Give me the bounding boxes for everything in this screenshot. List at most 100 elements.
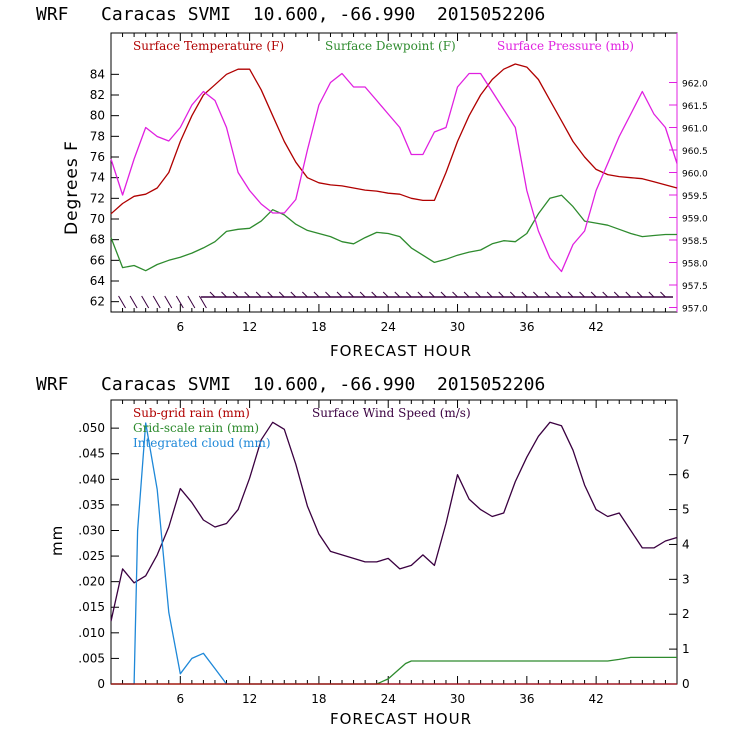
- legend-dewpoint: Surface Dewpoint (F): [325, 39, 456, 53]
- wind-barb: [198, 295, 207, 309]
- y-tick-label: 78: [90, 129, 105, 143]
- y-tick-label: 0: [97, 677, 105, 691]
- wind-barb: [648, 291, 655, 298]
- y2-tick-label: 961.5: [682, 102, 708, 112]
- wind-barb: [486, 291, 493, 298]
- y-tick-label: .010: [78, 626, 105, 640]
- x-tick-label: 6: [176, 692, 184, 706]
- wind-barb: [221, 291, 227, 298]
- y2-tick-label: 960.5: [682, 147, 708, 157]
- y-tick-label: 72: [90, 191, 105, 205]
- wind-barb: [533, 291, 539, 298]
- bottom-x-axis: 6 12 18 24 30 36 42: [122, 400, 666, 706]
- top-x-axis: 6 12 18 24 30 36 42: [122, 33, 666, 334]
- y2-tick-label: 3: [682, 572, 690, 586]
- bottom-panel: WRF Caracas SVMI 10.600, -66.990 2015052…: [36, 374, 690, 728]
- x-tick-label: 36: [519, 692, 534, 706]
- wind-barb: [336, 291, 343, 298]
- bottom-y-axis: 0 .005 .010 .015 .020 .025 .030 .035 .040 .045 .05…: [78, 421, 119, 691]
- wind-barb: [232, 291, 239, 298]
- y-tick-label: 74: [90, 171, 105, 185]
- wind-barb: [660, 291, 666, 298]
- x-tick-label: 18: [311, 692, 326, 706]
- wind-barb: [463, 291, 470, 298]
- legend-wind-speed: Surface Wind Speed (m/s): [312, 406, 471, 420]
- wind-barb: [636, 291, 643, 298]
- y-tick-label: .045: [78, 447, 105, 461]
- wind-barb: [267, 291, 274, 298]
- x-tick-label: 24: [381, 692, 396, 706]
- wind-barb: [567, 291, 574, 298]
- y-tick-label: 68: [90, 233, 105, 247]
- wind-barb: [209, 291, 216, 298]
- y-tick-label: .020: [78, 575, 105, 589]
- wind-barb: [152, 295, 161, 309]
- y2-tick-label: 5: [682, 503, 690, 517]
- series-line-surface-dewpoint-f-: [110, 194, 677, 272]
- y2-tick-label: 958.0: [682, 260, 708, 270]
- wind-barb: [382, 291, 389, 298]
- y-tick-label: 82: [90, 88, 105, 102]
- wind-barb: [175, 295, 184, 309]
- y-tick-label: .030: [78, 523, 105, 537]
- top-y2-axis: 957.0 957.5 958.0 958.5 959.0 959.5 960.0 960.5…: [669, 33, 708, 315]
- x-tick-label: 12: [242, 320, 257, 334]
- bottom-y-axis-label: mm: [48, 525, 66, 556]
- legend-gridscale-rain: Grid-scale rain (mm): [133, 421, 259, 435]
- wind-barb: [440, 291, 447, 298]
- wind-barb: [255, 291, 262, 298]
- y-tick-label: 70: [90, 212, 105, 226]
- wind-barb: [325, 291, 331, 298]
- top-title: WRF Caracas SVMI 10.600, -66.990 2015052…: [36, 4, 545, 25]
- y2-tick-label: 957.0: [682, 305, 708, 315]
- wind-barb: [187, 295, 196, 309]
- y-tick-label: .035: [78, 498, 105, 512]
- x-tick-label: 24: [381, 320, 396, 334]
- y2-tick-label: 957.5: [682, 282, 708, 292]
- y-tick-label: .025: [78, 549, 105, 563]
- y-tick-label: 80: [90, 109, 105, 123]
- y2-tick-label: 960.0: [682, 170, 708, 180]
- series-line-integrated-cloud-mm-: [111, 422, 677, 685]
- x-tick-label: 6: [176, 320, 184, 334]
- wind-barb: [141, 295, 150, 309]
- wind-barb: [521, 291, 528, 298]
- bottom-y2-axis: 0 1 2 3 4 5 6 7: [669, 433, 690, 691]
- wind-barb: [313, 291, 320, 298]
- y2-tick-label: 2: [682, 607, 690, 621]
- legend-pressure: Surface Pressure (mb): [497, 39, 634, 53]
- wind-barb: [590, 291, 597, 298]
- y2-tick-label: 962.0: [682, 80, 708, 90]
- series-line-surface-pressure-mb-: [110, 72, 678, 273]
- x-tick-label: 36: [519, 320, 534, 334]
- wind-barb: [290, 291, 297, 298]
- series-line-surface-temperature-f-: [110, 63, 678, 215]
- y2-tick-label: 1: [682, 642, 690, 656]
- top-series-group: [110, 63, 678, 273]
- wind-barb: [625, 291, 632, 298]
- series-line-surface-wind-speed-m-s-: [110, 421, 678, 622]
- wind-barb: [394, 291, 401, 298]
- y-tick-label: .015: [78, 600, 105, 614]
- top-x-axis-label: FORECAST HOUR: [330, 342, 472, 360]
- wind-barb: [452, 291, 458, 298]
- wind-barb: [429, 291, 435, 298]
- wind-barb: [544, 291, 551, 298]
- y-tick-label: 76: [90, 150, 105, 164]
- x-tick-label: 12: [242, 692, 257, 706]
- wind-barb: [278, 291, 285, 298]
- bottom-title: WRF Caracas SVMI 10.600, -66.990 2015052…: [36, 374, 545, 395]
- wind-barb: [613, 291, 620, 298]
- y-tick-label: 66: [90, 253, 105, 267]
- wind-barb: [118, 295, 126, 309]
- series-line-grid-scale-rain-mm-: [111, 656, 677, 685]
- x-tick-label: 42: [589, 320, 604, 334]
- legend-temperature: Surface Temperature (F): [133, 39, 284, 53]
- wind-barb: [602, 291, 609, 298]
- y2-tick-label: 958.5: [682, 237, 708, 247]
- wind-barb: [417, 291, 424, 298]
- y-tick-label: .040: [78, 472, 105, 486]
- wind-barb: [244, 291, 250, 298]
- top-y-axis-label: Degrees F: [62, 140, 82, 235]
